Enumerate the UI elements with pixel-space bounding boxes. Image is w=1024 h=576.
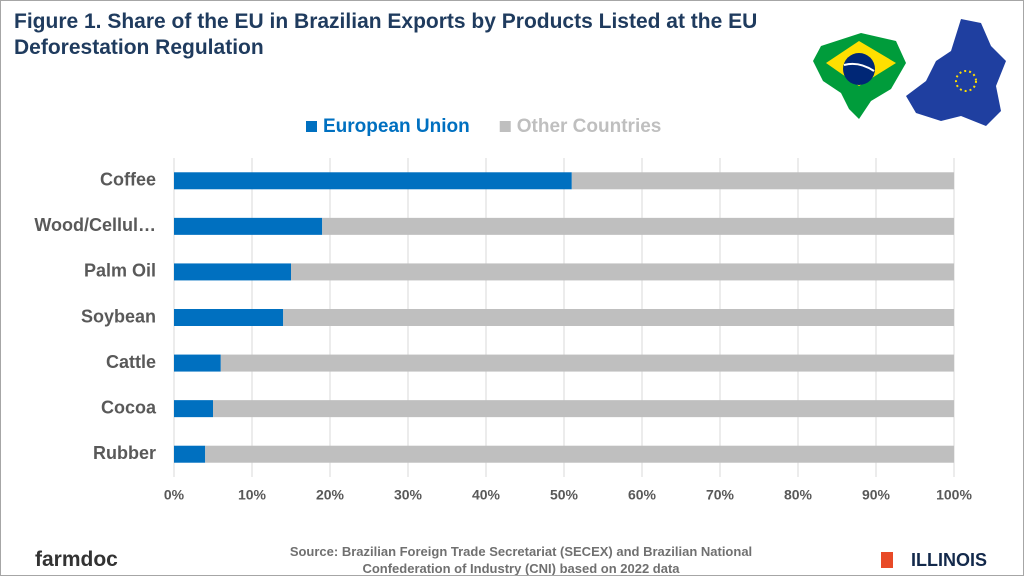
x-tick-label: 70% bbox=[706, 487, 735, 503]
x-tick-label: 80% bbox=[784, 487, 813, 503]
y-tick-label: Cocoa bbox=[101, 397, 157, 417]
bar-segment bbox=[291, 263, 954, 281]
x-tick-label: 60% bbox=[628, 487, 657, 503]
y-tick-label: Rubber bbox=[93, 443, 156, 463]
x-tick-label: 10% bbox=[238, 487, 267, 503]
legend-label: European Union bbox=[323, 116, 470, 137]
bar-segment bbox=[174, 400, 213, 418]
x-tick-label: 40% bbox=[472, 487, 501, 503]
legend-swatch bbox=[499, 121, 511, 132]
x-tick-label: 30% bbox=[394, 487, 423, 503]
y-tick-label: Wood/Cellul… bbox=[34, 215, 156, 235]
bar-segment bbox=[174, 445, 206, 463]
brazil-map bbox=[813, 33, 906, 119]
y-tick-label: Coffee bbox=[100, 170, 156, 190]
y-tick-label: Palm Oil bbox=[84, 261, 156, 281]
bar-segment bbox=[174, 354, 221, 372]
illinois-wordmark: ILLINOIS bbox=[911, 550, 987, 570]
bar-segment bbox=[174, 263, 291, 281]
x-tick-label: 50% bbox=[550, 487, 579, 503]
legend-swatch bbox=[306, 121, 317, 132]
legend-label: Other Countries bbox=[517, 116, 662, 137]
y-tick-label: Soybean bbox=[81, 306, 156, 326]
bar-segment bbox=[213, 400, 954, 418]
bar-segment bbox=[205, 445, 954, 463]
bar-segment bbox=[174, 172, 572, 190]
bar-segment bbox=[571, 172, 954, 190]
bar-segment bbox=[174, 217, 323, 235]
bar-segment bbox=[220, 354, 955, 372]
bar-segment bbox=[322, 217, 954, 235]
y-tick-label: Cattle bbox=[106, 352, 156, 372]
illinois-logo bbox=[881, 552, 893, 568]
x-tick-label: 20% bbox=[316, 487, 345, 503]
chart-title: Figure 1. Share of the EU in Brazilian E… bbox=[14, 10, 758, 59]
x-tick-label: 100% bbox=[936, 487, 972, 503]
eu-map bbox=[906, 19, 1006, 126]
x-tick-label: 0% bbox=[164, 487, 185, 503]
farmdoc-logo: farmdoc bbox=[35, 548, 118, 571]
bar-segment bbox=[283, 309, 954, 326]
bar-segment bbox=[174, 309, 284, 326]
x-tick-label: 90% bbox=[862, 487, 891, 503]
source-note: Source: Brazilian Foreign Trade Secretar… bbox=[289, 544, 753, 576]
